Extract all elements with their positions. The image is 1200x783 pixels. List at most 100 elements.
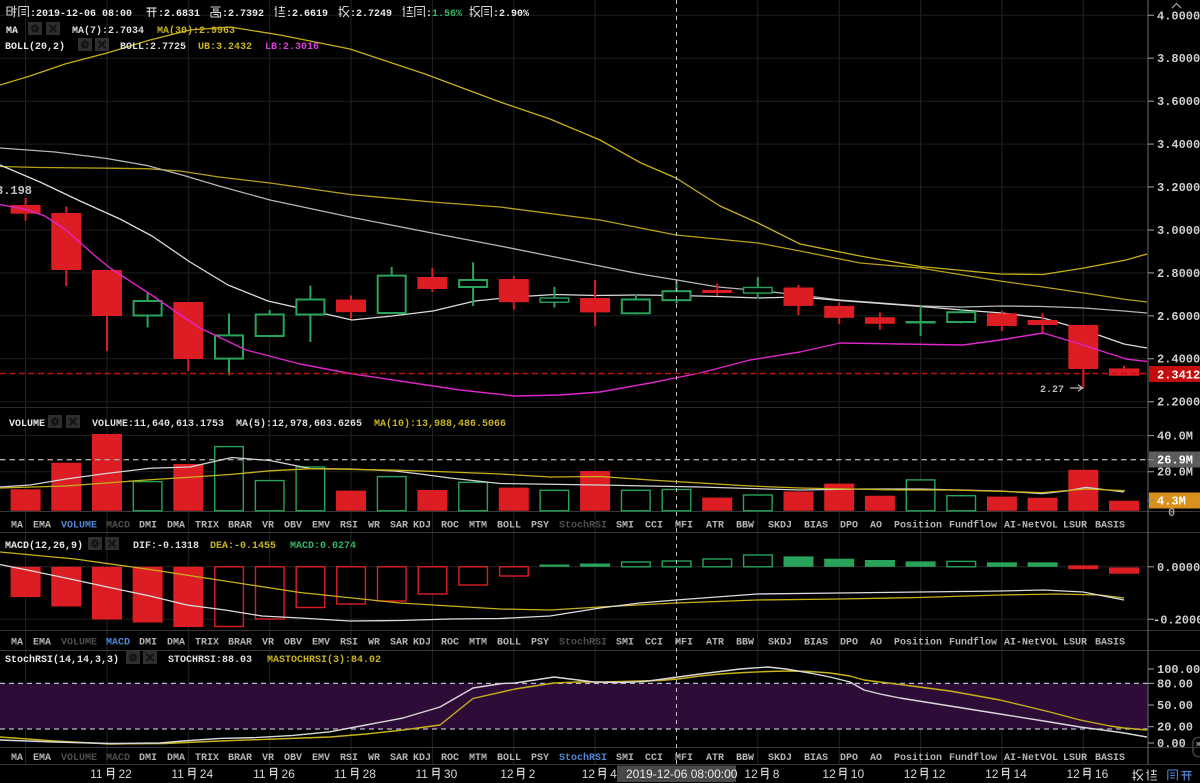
svg-text:PSY: PSY bbox=[531, 638, 549, 649]
svg-text:1.56%: 1.56% bbox=[432, 9, 462, 20]
svg-text:4.3M: 4.3M bbox=[1157, 495, 1186, 509]
svg-text:MFI: MFI bbox=[675, 753, 693, 764]
svg-text:ROC: ROC bbox=[441, 521, 459, 532]
svg-text:SMI: SMI bbox=[616, 753, 634, 764]
svg-text:TRIX: TRIX bbox=[195, 638, 219, 649]
svg-text:MTM: MTM bbox=[469, 753, 487, 764]
svg-text:11: 11 bbox=[171, 767, 184, 781]
svg-text:AI-NetVOL: AI-NetVOL bbox=[1004, 638, 1058, 649]
svg-text:VOLUME: VOLUME bbox=[9, 419, 45, 430]
svg-text:0: 0 bbox=[1168, 506, 1175, 520]
svg-text::2.6619: :2.6619 bbox=[286, 9, 328, 20]
svg-text:26.9M: 26.9M bbox=[1157, 454, 1193, 468]
svg-text:20.0M: 20.0M bbox=[1157, 466, 1193, 480]
svg-text:Fundflow: Fundflow bbox=[949, 752, 997, 764]
svg-text:MA: MA bbox=[11, 753, 23, 764]
svg-text:BIAS: BIAS bbox=[804, 753, 828, 764]
svg-text:80.00: 80.00 bbox=[1157, 677, 1193, 691]
svg-text:MA: MA bbox=[6, 26, 18, 37]
svg-text:11: 11 bbox=[334, 767, 347, 781]
svg-text:BRAR: BRAR bbox=[228, 753, 252, 764]
svg-text:VOLUME: VOLUME bbox=[61, 638, 97, 649]
svg-text:VR: VR bbox=[262, 638, 274, 649]
svg-text:AO: AO bbox=[870, 638, 882, 649]
svg-text:KDJ: KDJ bbox=[413, 638, 431, 649]
svg-text:StochRSI: StochRSI bbox=[559, 520, 607, 532]
svg-text:ROC: ROC bbox=[441, 638, 459, 649]
svg-text:2.4000: 2.4000 bbox=[1157, 353, 1200, 367]
svg-text:WR: WR bbox=[368, 638, 380, 649]
svg-text:DMA: DMA bbox=[167, 638, 185, 649]
svg-text:10: 10 bbox=[851, 767, 865, 781]
svg-text:12: 12 bbox=[904, 767, 918, 781]
svg-text:BBW: BBW bbox=[736, 638, 754, 649]
svg-text:MACD:0.0274: MACD:0.0274 bbox=[290, 541, 356, 552]
svg-text:LSUR: LSUR bbox=[1063, 521, 1087, 532]
svg-text:RSI: RSI bbox=[340, 521, 358, 532]
svg-text:EMV: EMV bbox=[312, 638, 330, 649]
svg-text:26: 26 bbox=[282, 767, 296, 781]
svg-text:TRIX: TRIX bbox=[195, 521, 219, 532]
svg-text:EMV: EMV bbox=[312, 521, 330, 532]
svg-text:LB:2.3016: LB:2.3016 bbox=[265, 42, 319, 53]
svg-text:3.198: 3.198 bbox=[0, 184, 32, 198]
svg-text:EMA: EMA bbox=[33, 753, 51, 764]
svg-text:2.3412: 2.3412 bbox=[1157, 369, 1200, 383]
svg-text:EMA: EMA bbox=[33, 521, 51, 532]
svg-text:BOLL(20,2): BOLL(20,2) bbox=[5, 41, 65, 53]
svg-text:8: 8 bbox=[773, 767, 780, 781]
svg-text::2.7392: :2.7392 bbox=[222, 9, 264, 20]
svg-text:WR: WR bbox=[368, 753, 380, 764]
svg-text:PSY: PSY bbox=[531, 753, 549, 764]
svg-text:12: 12 bbox=[1067, 767, 1081, 781]
svg-text:12: 12 bbox=[932, 767, 946, 781]
svg-text:3.8000: 3.8000 bbox=[1157, 52, 1200, 66]
svg-text:AO: AO bbox=[870, 753, 882, 764]
svg-text:2.8000: 2.8000 bbox=[1157, 267, 1200, 281]
svg-text:SAR: SAR bbox=[390, 753, 408, 764]
svg-text:SKDJ: SKDJ bbox=[768, 753, 792, 764]
svg-text:MACD: MACD bbox=[106, 638, 130, 649]
svg-text:MASTOCHRSI(3):84.02: MASTOCHRSI(3):84.02 bbox=[267, 654, 381, 666]
svg-text:EMV: EMV bbox=[312, 753, 330, 764]
svg-text:28: 28 bbox=[363, 767, 377, 781]
svg-text:BBW: BBW bbox=[736, 521, 754, 532]
svg-text:KDJ: KDJ bbox=[413, 753, 431, 764]
svg-text:SKDJ: SKDJ bbox=[768, 638, 792, 649]
svg-text:4.0000: 4.0000 bbox=[1157, 9, 1200, 23]
svg-text:MA: MA bbox=[11, 638, 23, 649]
svg-text:0.00: 0.00 bbox=[1157, 737, 1186, 751]
svg-text:SAR: SAR bbox=[390, 521, 408, 532]
svg-text::2019-12-06 08:00: :2019-12-06 08:00 bbox=[30, 9, 132, 20]
svg-text:BRAR: BRAR bbox=[228, 521, 252, 532]
svg-text:MA(7):2.7034: MA(7):2.7034 bbox=[72, 25, 144, 37]
svg-text::: : bbox=[493, 9, 499, 20]
svg-text:KDJ: KDJ bbox=[413, 521, 431, 532]
svg-text:11: 11 bbox=[253, 767, 266, 781]
svg-text:SAR: SAR bbox=[390, 638, 408, 649]
svg-text:DIF:-0.1318: DIF:-0.1318 bbox=[133, 541, 199, 552]
svg-text:BASIS: BASIS bbox=[1095, 638, 1125, 649]
svg-text:12: 12 bbox=[744, 767, 758, 781]
svg-text:4: 4 bbox=[610, 767, 617, 781]
svg-text:Position: Position bbox=[894, 520, 942, 532]
svg-text:40.0M: 40.0M bbox=[1157, 430, 1193, 444]
svg-text:50.00: 50.00 bbox=[1157, 699, 1193, 713]
svg-text:PSY: PSY bbox=[531, 521, 549, 532]
svg-text:100.00: 100.00 bbox=[1157, 663, 1200, 677]
svg-text:VOLUME: VOLUME bbox=[61, 753, 97, 764]
svg-text:Position: Position bbox=[894, 637, 942, 649]
svg-text:MFI: MFI bbox=[675, 638, 693, 649]
svg-text:BIAS: BIAS bbox=[804, 521, 828, 532]
svg-text:Fundflow: Fundflow bbox=[949, 520, 997, 532]
svg-text:LSUR: LSUR bbox=[1063, 753, 1087, 764]
svg-text:14: 14 bbox=[1014, 767, 1028, 781]
svg-text:ATR: ATR bbox=[706, 638, 724, 649]
svg-text:MA(5):12,978,603.6265: MA(5):12,978,603.6265 bbox=[236, 418, 362, 430]
svg-text:2019-12-06 08:00:00: 2019-12-06 08:00:00 bbox=[626, 767, 738, 781]
svg-text:2.90%: 2.90% bbox=[499, 9, 529, 20]
svg-text::2.7249: :2.7249 bbox=[350, 9, 392, 20]
svg-text:RSI: RSI bbox=[340, 638, 358, 649]
svg-text:MFI: MFI bbox=[675, 521, 693, 532]
svg-text:12: 12 bbox=[582, 767, 596, 781]
